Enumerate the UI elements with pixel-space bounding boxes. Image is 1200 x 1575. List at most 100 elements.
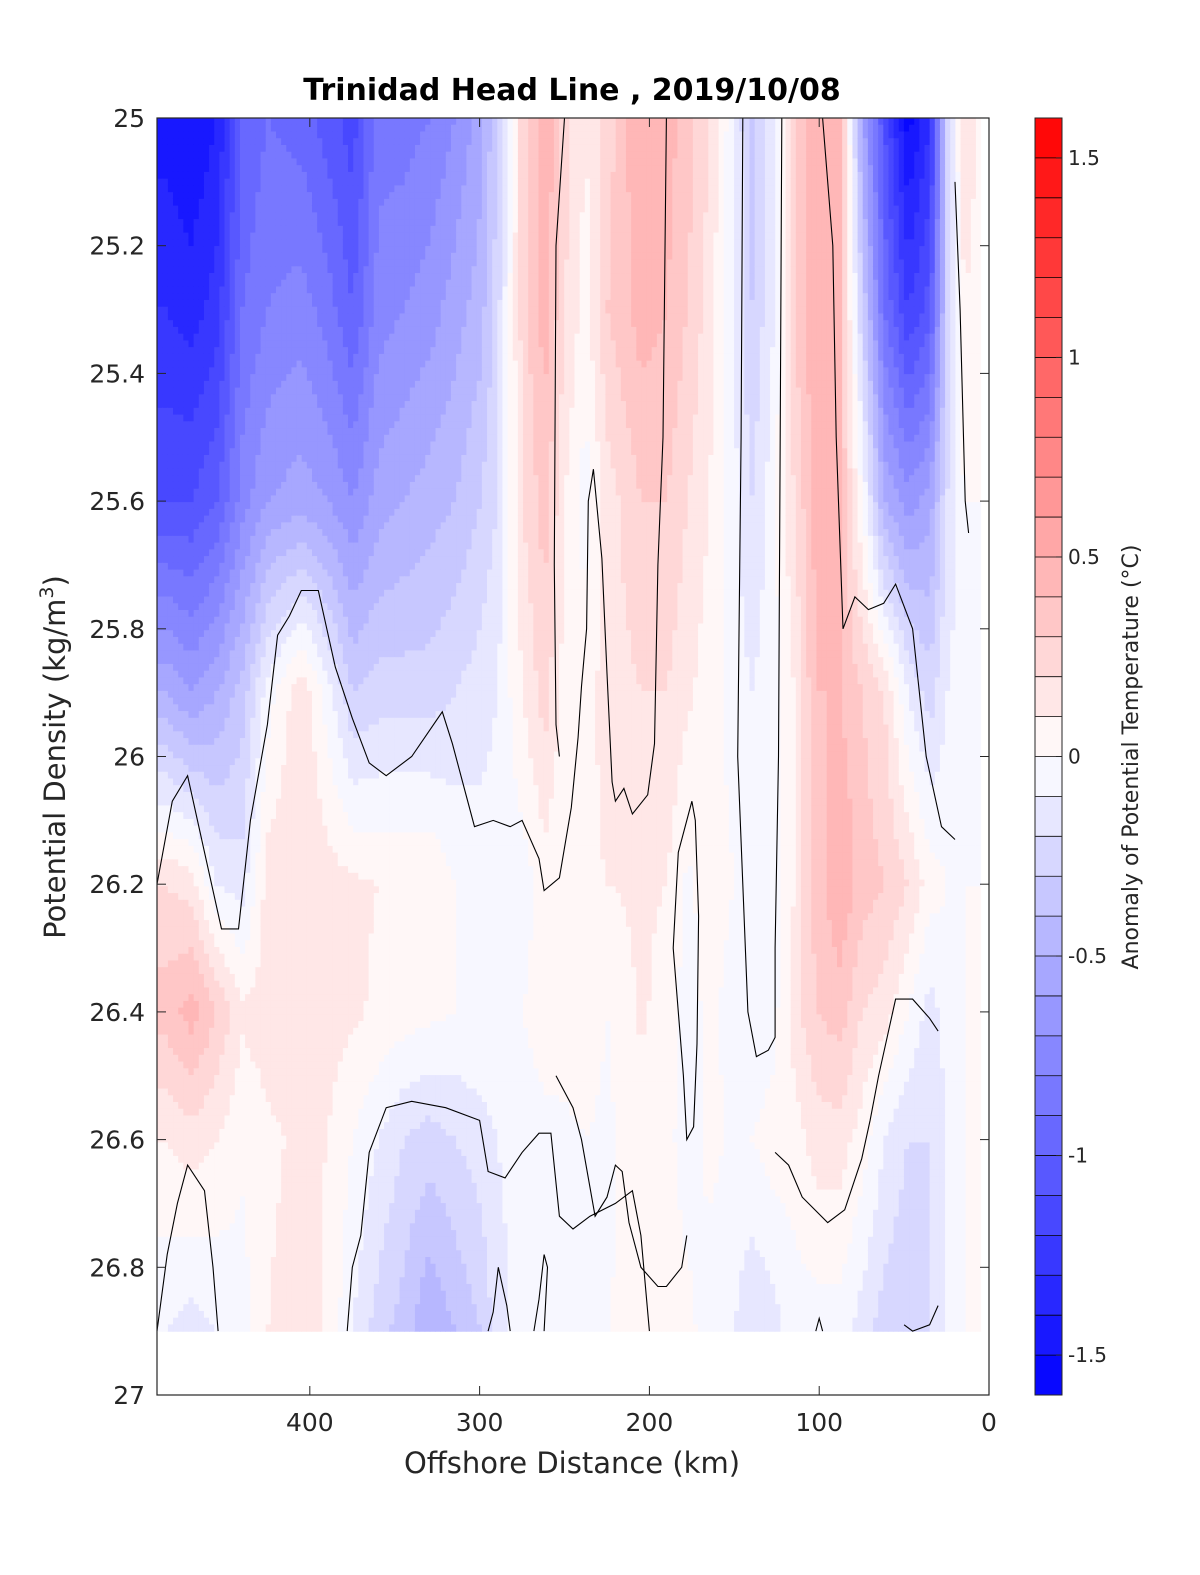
heatmap-cell <box>342 259 349 267</box>
heatmap-cell <box>383 131 390 139</box>
heatmap-cell <box>558 252 565 261</box>
heatmap-cell <box>486 320 493 328</box>
heatmap-cell <box>460 266 467 274</box>
heatmap-cell <box>321 165 328 173</box>
heatmap-cell <box>404 320 410 328</box>
heatmap-cell <box>259 165 266 173</box>
heatmap-cell <box>815 131 822 139</box>
heatmap-cell <box>455 293 462 301</box>
heatmap-cell <box>856 320 863 328</box>
heatmap-cell <box>805 225 812 234</box>
heatmap-cell <box>676 219 683 227</box>
heatmap-cell <box>702 266 709 274</box>
heatmap-cell <box>831 185 837 193</box>
heatmap-cell <box>795 205 801 213</box>
heatmap-cell <box>229 151 235 160</box>
heatmap-cell <box>609 165 616 173</box>
heatmap-cell <box>244 171 251 180</box>
heatmap-cell <box>712 306 719 315</box>
heatmap-cell <box>465 246 472 254</box>
heatmap-cell <box>635 118 642 126</box>
heatmap-cell <box>687 246 693 254</box>
heatmap-cell <box>738 212 745 220</box>
heatmap-cell <box>918 131 925 139</box>
heatmap-cell <box>692 118 699 126</box>
heatmap-cell <box>398 165 405 173</box>
heatmap-cell <box>368 185 374 193</box>
heatmap-cell <box>579 124 585 133</box>
heatmap-cell <box>357 252 364 261</box>
heatmap-cell <box>774 279 781 288</box>
heatmap-cell <box>295 306 302 315</box>
heatmap-cell <box>491 178 498 186</box>
heatmap-cell <box>681 252 688 261</box>
heatmap-cell <box>404 205 410 213</box>
heatmap-cell <box>332 279 338 288</box>
heatmap-cell <box>259 225 266 234</box>
heatmap-cell <box>872 293 879 301</box>
heatmap-cell <box>826 185 832 193</box>
heatmap-cell <box>769 158 776 166</box>
heatmap-cell <box>486 313 493 321</box>
heatmap-cell <box>198 239 204 247</box>
heatmap-cell <box>898 273 904 281</box>
heatmap-cell <box>311 171 318 180</box>
heatmap-cell <box>193 239 199 247</box>
heatmap-cell <box>414 178 421 186</box>
heatmap-cell <box>512 273 518 281</box>
heatmap-cell <box>589 165 596 173</box>
heatmap-cell <box>404 293 410 301</box>
heatmap-cell <box>429 219 436 227</box>
heatmap-cell <box>625 131 632 139</box>
heatmap-cell <box>836 185 843 193</box>
heatmap-cell <box>506 185 513 193</box>
heatmap-cell <box>743 293 750 301</box>
heatmap-cell <box>481 151 488 160</box>
heatmap-cell <box>162 205 168 213</box>
heatmap-cell <box>666 293 673 301</box>
heatmap-cell <box>517 266 524 274</box>
heatmap-cell <box>527 232 534 240</box>
heatmap-cell <box>589 246 596 254</box>
heatmap-cell <box>826 118 832 126</box>
heatmap-cell <box>290 252 297 261</box>
heatmap-cell <box>162 138 168 146</box>
heatmap-cell <box>213 178 220 186</box>
heatmap-cell <box>280 246 287 254</box>
heatmap-cell <box>543 259 549 267</box>
heatmap-cell <box>259 252 266 261</box>
heatmap-cell <box>383 225 390 234</box>
heatmap-cell <box>944 273 951 281</box>
heatmap-cell <box>918 232 925 240</box>
heatmap-cell <box>738 118 745 126</box>
heatmap-cell <box>954 279 961 288</box>
heatmap-cell <box>949 151 956 160</box>
heatmap-cell <box>223 165 230 173</box>
heatmap-cell <box>769 293 776 301</box>
heatmap-cell <box>774 192 781 200</box>
heatmap-cell <box>671 124 678 133</box>
heatmap-cell <box>609 219 616 227</box>
heatmap-cell <box>645 313 652 321</box>
heatmap-cell <box>718 273 724 281</box>
heatmap-cell <box>517 171 524 180</box>
heatmap-cell <box>301 171 307 180</box>
heatmap-cell <box>172 293 179 301</box>
heatmap-cell <box>748 299 755 308</box>
heatmap-cell <box>265 286 271 294</box>
heatmap-cell <box>316 151 323 160</box>
heatmap-cell <box>908 118 915 126</box>
heatmap-cell <box>182 165 189 173</box>
heatmap-cell <box>213 185 220 193</box>
heatmap-cell <box>975 151 982 160</box>
heatmap-cell <box>671 198 678 207</box>
heatmap-cell <box>259 138 266 146</box>
heatmap-cell <box>368 273 374 281</box>
heatmap-cell <box>465 192 472 200</box>
heatmap-cell <box>187 259 194 267</box>
heatmap-cell <box>774 313 781 321</box>
heatmap-cell <box>743 185 750 193</box>
heatmap-cell <box>223 131 230 139</box>
heatmap-cell <box>342 239 349 247</box>
heatmap-cell <box>537 144 544 153</box>
